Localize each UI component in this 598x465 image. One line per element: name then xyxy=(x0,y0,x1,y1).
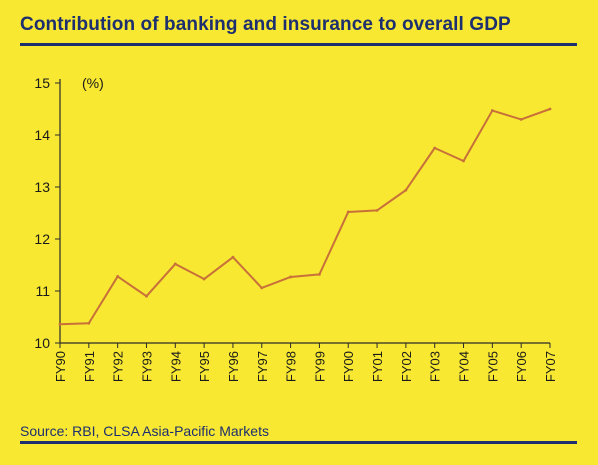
y-axis-unit-label: (%) xyxy=(82,75,104,91)
x-tick-label: FY94 xyxy=(168,351,183,382)
data-point xyxy=(433,146,437,150)
x-tick-label: FY06 xyxy=(514,351,529,382)
data-point xyxy=(318,272,321,276)
x-tick-label: FY05 xyxy=(485,351,500,382)
data-point xyxy=(375,209,379,212)
source-note: Source: RBI, CLSA Asia-Pacific Markets xyxy=(20,423,269,439)
footer-rule xyxy=(20,441,577,444)
y-tick-label: 10 xyxy=(34,335,50,351)
data-point xyxy=(231,255,235,259)
x-tick-label: FY92 xyxy=(111,351,126,382)
data-point xyxy=(404,188,408,192)
y-tick-label: 11 xyxy=(35,283,50,299)
data-point xyxy=(260,286,264,290)
x-tick-label: FY98 xyxy=(284,351,299,382)
x-tick-label: FY01 xyxy=(370,351,385,382)
data-point xyxy=(346,210,350,214)
series-line xyxy=(59,108,551,326)
x-tick-label: FY02 xyxy=(399,351,414,382)
data-point xyxy=(116,275,120,278)
x-tick-label: FY99 xyxy=(312,351,327,382)
data-point xyxy=(289,275,292,279)
data-point xyxy=(173,262,177,266)
y-tick-label: 15 xyxy=(34,75,50,91)
data-point xyxy=(58,322,62,326)
x-tick-label: FY91 xyxy=(82,351,97,382)
x-tick-label: FY04 xyxy=(457,351,472,382)
x-tick-label: FY93 xyxy=(139,351,154,382)
data-point xyxy=(462,159,465,163)
x-tick-label: FY07 xyxy=(543,351,558,382)
x-tick-label: FY03 xyxy=(428,351,443,382)
x-tick-label: FY90 xyxy=(53,351,68,382)
y-tick-label: 12 xyxy=(34,231,50,247)
data-point xyxy=(490,109,494,112)
data-point xyxy=(145,294,148,298)
data-point xyxy=(87,321,91,325)
x-tick-label: FY95 xyxy=(197,351,212,382)
data-point xyxy=(519,118,523,121)
x-tick-label: FY97 xyxy=(255,351,270,382)
y-axis-ticks: 10 11 12 13 14 15 xyxy=(34,75,60,351)
chart-title: Contribution of banking and insurance to… xyxy=(20,14,511,35)
title-rule xyxy=(20,43,577,46)
data-point xyxy=(202,277,206,281)
chart-axes xyxy=(59,79,550,344)
y-tick-label: 13 xyxy=(34,179,50,195)
series-layer xyxy=(58,107,552,326)
y-tick-label: 14 xyxy=(34,127,50,143)
x-tick-label: FY00 xyxy=(341,351,356,382)
data-point xyxy=(548,107,552,111)
x-tick-label: FY96 xyxy=(226,351,241,382)
x-axis-ticks: FY90 FY91 FY92 FY93 FY94 FY95 FY96 FY97 FY98 FY99… xyxy=(53,343,558,382)
